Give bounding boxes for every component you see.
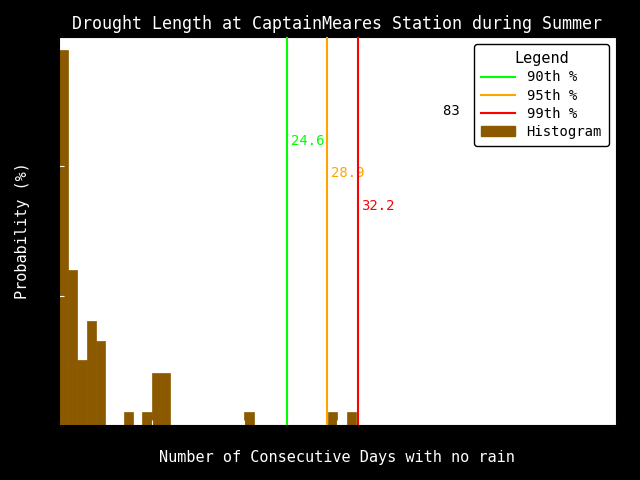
Text: 28.9: 28.9: [331, 167, 364, 180]
Bar: [244, 412, 253, 425]
Text: 32.2: 32.2: [362, 199, 395, 213]
Bar: [346, 412, 356, 425]
Bar: [96, 341, 105, 425]
Text: Made on 25 Apr 2025: Made on 25 Apr 2025: [474, 132, 602, 141]
Bar: [124, 412, 133, 425]
Bar: [86, 321, 96, 425]
Bar: [161, 373, 170, 425]
Text: 24.6: 24.6: [291, 134, 324, 148]
Bar: [328, 412, 337, 425]
Bar: [68, 270, 77, 425]
Legend: 90th %, 95th %, 99th %, Histogram: 90th %, 95th %, 99th %, Histogram: [474, 44, 609, 146]
Text: 83   Drought Events: 83 Drought Events: [444, 104, 602, 118]
Bar: [59, 50, 68, 425]
Bar: [152, 373, 161, 425]
X-axis label: Number of Consecutive Days with no rain: Number of Consecutive Days with no rain: [159, 450, 515, 465]
Bar: [77, 360, 86, 425]
Bar: [142, 412, 152, 425]
Title: Drought Length at CaptainMeares Station during Summer: Drought Length at CaptainMeares Station …: [72, 15, 602, 33]
Y-axis label: Probability (%): Probability (%): [15, 163, 30, 300]
